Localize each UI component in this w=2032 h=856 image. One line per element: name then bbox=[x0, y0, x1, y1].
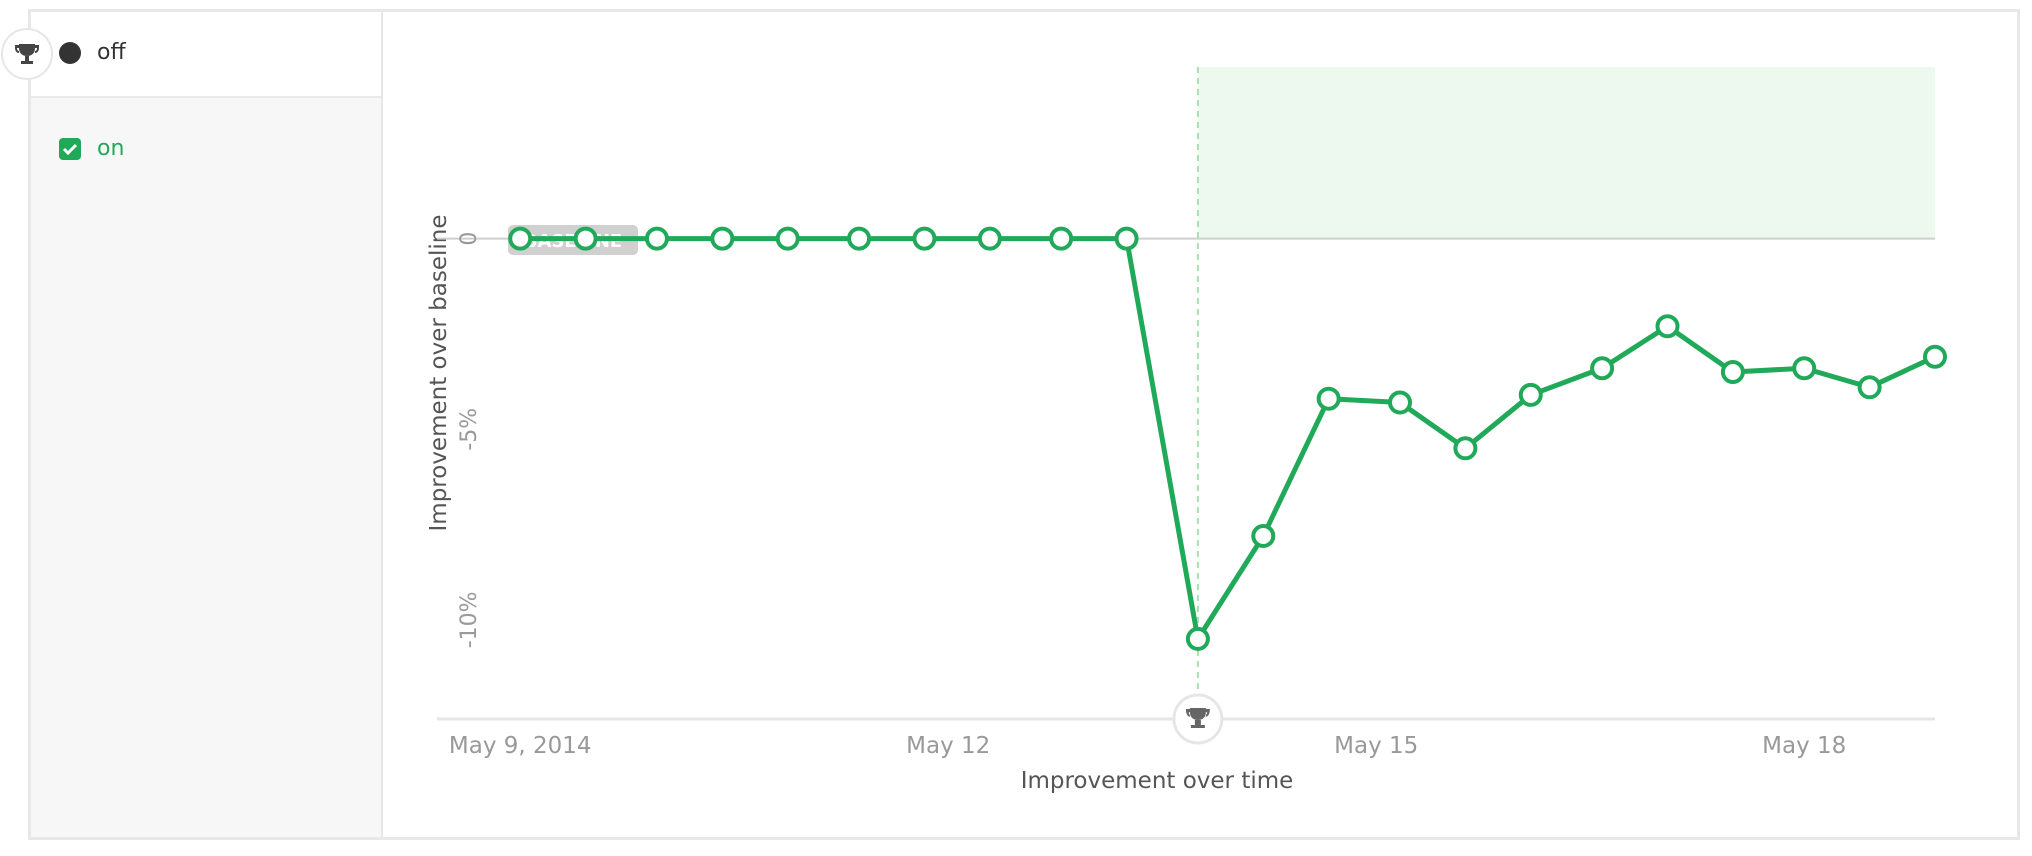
data-point bbox=[977, 226, 1002, 251]
data-point bbox=[1857, 375, 1882, 400]
data-point bbox=[508, 226, 533, 251]
panel: off on bbox=[1, 9, 2020, 840]
x-axis-title: Improvement over time bbox=[1021, 768, 1294, 794]
trophy-icon bbox=[1185, 708, 1210, 728]
y-axis-title: Improvement over baseline bbox=[426, 215, 452, 532]
data-point bbox=[1388, 390, 1412, 415]
data-point bbox=[1518, 382, 1543, 407]
x-tick-label: May 18 bbox=[1762, 733, 1846, 759]
sidebar: off on bbox=[1, 12, 383, 837]
y-tick-label: -5% bbox=[457, 408, 482, 451]
data-point bbox=[710, 226, 735, 251]
data-point bbox=[1114, 226, 1139, 251]
data-point bbox=[1792, 356, 1817, 381]
data-point bbox=[1590, 356, 1615, 381]
series-line bbox=[520, 236, 1937, 642]
x-tick-label: May 12 bbox=[906, 733, 990, 759]
trophy-icon bbox=[1, 28, 53, 80]
variation-label[interactable]: on bbox=[97, 136, 125, 161]
status-dot bbox=[59, 42, 81, 64]
data-point bbox=[1185, 626, 1210, 651]
baseline-label: BASELINE bbox=[524, 231, 622, 252]
y-tick-label: -10% bbox=[457, 591, 482, 648]
data-point bbox=[1655, 314, 1680, 339]
data-point bbox=[1720, 360, 1745, 385]
highlight-region bbox=[1197, 67, 1935, 239]
data-point bbox=[1923, 344, 1947, 369]
data-point bbox=[1049, 226, 1074, 251]
variation-label: off bbox=[97, 40, 126, 65]
data-point bbox=[573, 226, 598, 251]
data-point bbox=[1316, 386, 1341, 411]
data-point bbox=[847, 226, 872, 251]
checkbox[interactable] bbox=[59, 138, 81, 160]
data-point bbox=[644, 226, 669, 251]
x-tick-label: May 15 bbox=[1334, 733, 1418, 759]
x-tick-label: May 9, 2014 bbox=[449, 733, 592, 759]
y-tick-label: 0 bbox=[457, 232, 482, 246]
data-point bbox=[912, 226, 937, 251]
data-point bbox=[1251, 523, 1276, 548]
data-point bbox=[1453, 436, 1478, 461]
variation-row[interactable]: off bbox=[1, 12, 381, 98]
data-point bbox=[775, 226, 800, 251]
